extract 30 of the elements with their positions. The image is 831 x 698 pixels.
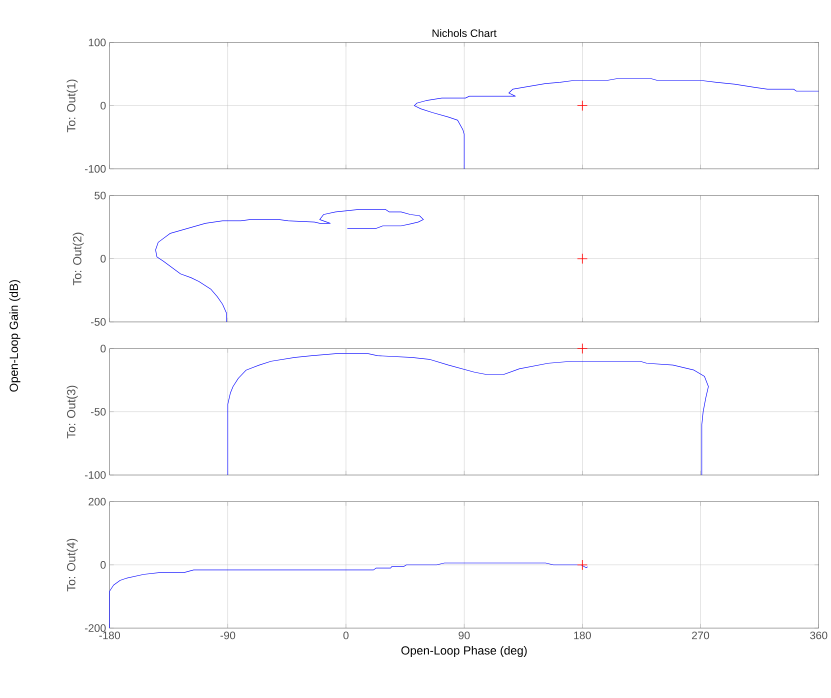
y-tick-label: -50 [90, 408, 106, 416]
y-axis-title: To: Out(3) [66, 386, 78, 438]
x-axis-title: Open-Loop Phase (deg) [401, 646, 527, 657]
y-axis-title: To: Out(2) [72, 232, 84, 286]
text: Open-Loop Gain (dB) [9, 280, 20, 392]
y-tick-label: -50 [90, 318, 106, 326]
x-tick-label: 0 [343, 631, 349, 640]
y-tick-label: 200 [88, 498, 106, 506]
y-axis-title: To: Out(4) [66, 538, 78, 592]
x-tick-label: 180 [574, 631, 591, 640]
line-series [228, 353, 709, 476]
line-series [109, 562, 588, 628]
y-tick-label: -100 [84, 164, 106, 173]
x-tick-label: 90 [458, 631, 470, 640]
y-tick-label: 0 [100, 254, 106, 262]
line-series [414, 78, 819, 170]
x-tick-label: 270 [692, 631, 710, 640]
x-tick-label: 360 [810, 631, 828, 640]
y-tick-label: -100 [84, 471, 106, 479]
y-tick-label: -200 [84, 624, 106, 632]
y-tick-label: 0 [100, 344, 106, 352]
y-tick-label: 50 [94, 192, 106, 200]
x-tick-label: -90 [220, 631, 236, 640]
y-tick-label: 0 [100, 102, 106, 110]
line-series [155, 209, 424, 322]
chart-title: Nichols Chart [432, 28, 497, 37]
y-axis-title: To: Out(1) [66, 80, 78, 132]
y-tick-label: 100 [88, 38, 106, 46]
y-tick-label: 0 [100, 560, 106, 569]
x-tick-label: -180 [99, 631, 120, 640]
